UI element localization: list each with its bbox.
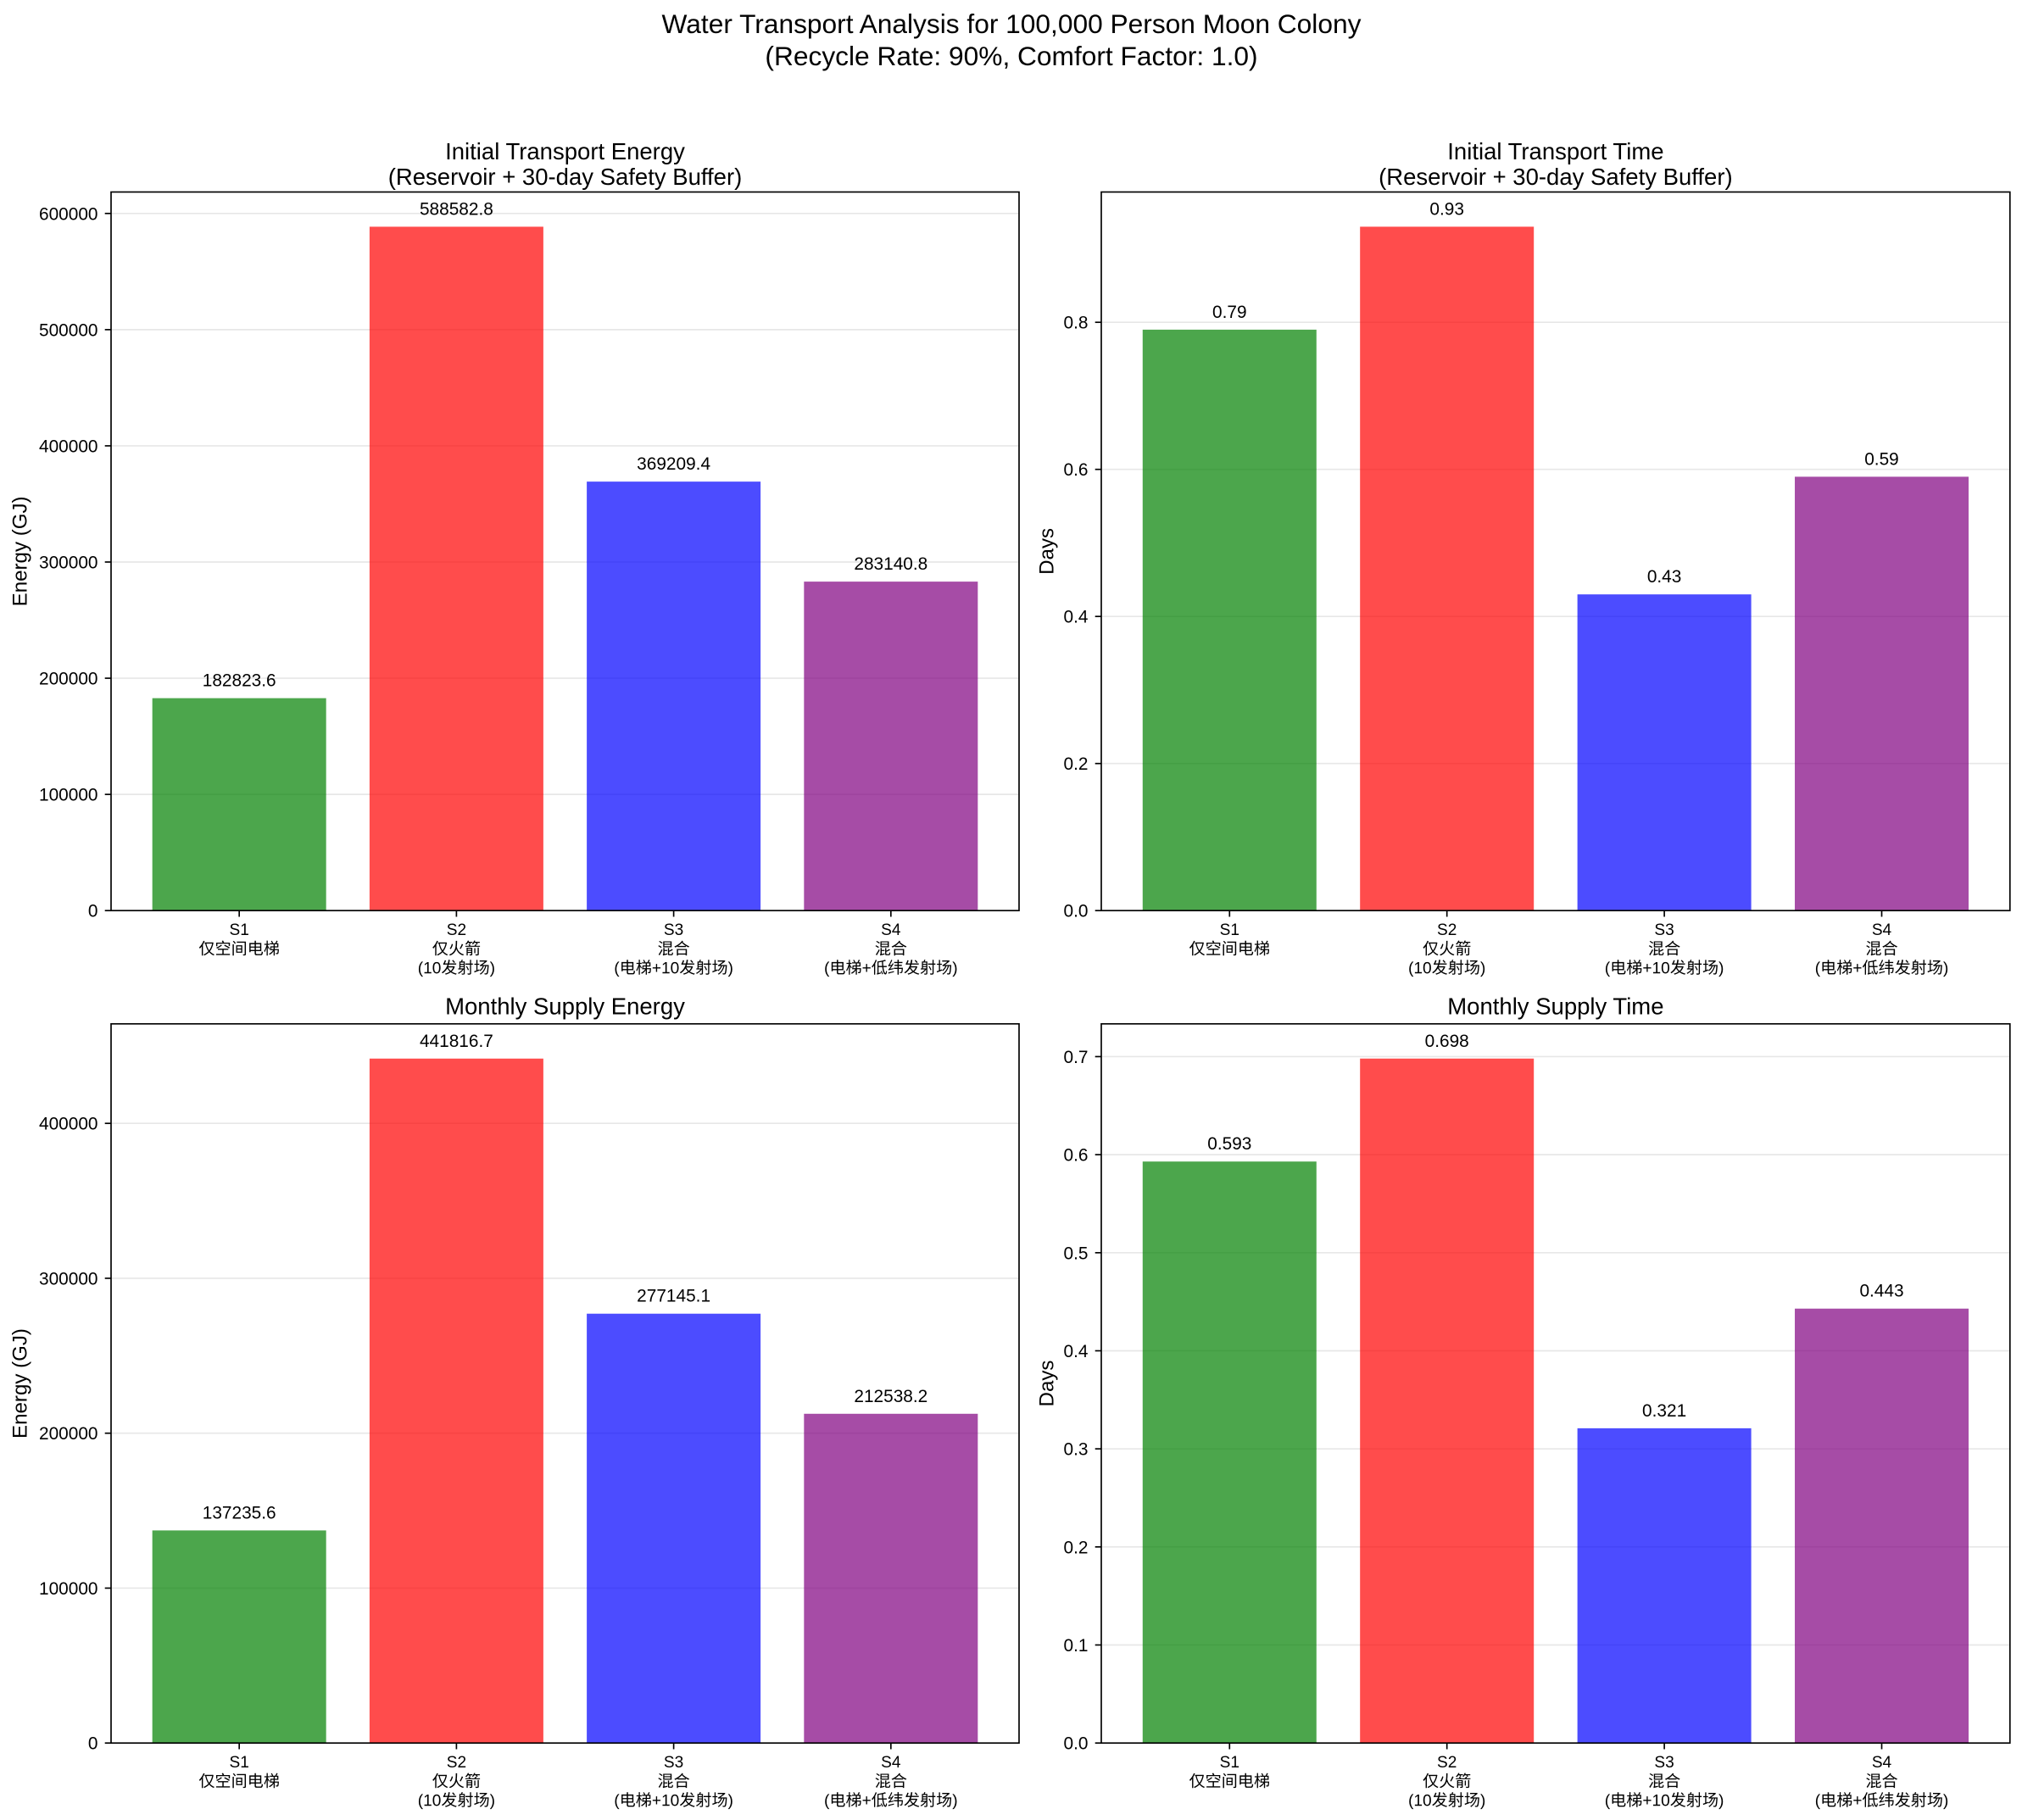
svg-text:(Recycle Rate: 90%, Comfort Fa: (Recycle Rate: 90%, Comfort Factor: 1.0) — [765, 41, 1257, 71]
svg-text:S4: S4 — [1872, 921, 1892, 939]
svg-text:0.698: 0.698 — [1425, 1032, 1469, 1051]
svg-text:S3: S3 — [664, 921, 683, 939]
svg-text:0.5: 0.5 — [1064, 1244, 1089, 1263]
svg-text:Energy (GJ): Energy (GJ) — [8, 1328, 31, 1439]
svg-text:0.4: 0.4 — [1064, 608, 1089, 627]
svg-text:S1: S1 — [1220, 921, 1239, 939]
svg-text:0.93: 0.93 — [1429, 199, 1464, 219]
svg-text:S2: S2 — [1437, 1754, 1457, 1772]
svg-text:Water Transport Analysis for 1: Water Transport Analysis for 100,000 Per… — [662, 8, 1362, 39]
svg-text:(Reservoir + 30-day Safety Buf: (Reservoir + 30-day Safety Buffer) — [1379, 164, 1733, 190]
svg-text:0.2: 0.2 — [1064, 1538, 1089, 1557]
svg-text:300000: 300000 — [39, 554, 98, 573]
svg-text:200000: 200000 — [39, 670, 98, 689]
svg-text:500000: 500000 — [39, 320, 98, 340]
svg-text:S2: S2 — [1437, 921, 1457, 939]
svg-text:0.321: 0.321 — [1642, 1401, 1686, 1421]
svg-text:S4: S4 — [881, 921, 901, 939]
svg-text:Days: Days — [1036, 1361, 1059, 1407]
svg-text:0.593: 0.593 — [1207, 1134, 1251, 1154]
svg-text:400000: 400000 — [39, 1115, 98, 1134]
svg-text:0: 0 — [88, 1734, 98, 1754]
svg-text:Initial Transport Time: Initial Transport Time — [1447, 138, 1663, 164]
svg-text:S3: S3 — [1654, 921, 1674, 939]
svg-text:S4: S4 — [1872, 1754, 1892, 1772]
svg-text:Energy (GJ): Energy (GJ) — [8, 496, 31, 606]
svg-text:588582.8: 588582.8 — [420, 200, 493, 220]
svg-text:0.6: 0.6 — [1064, 460, 1089, 480]
svg-text:S3: S3 — [1654, 1754, 1674, 1772]
svg-text:100000: 100000 — [39, 786, 98, 805]
svg-text:(Reservoir + 30-day Safety Buf: (Reservoir + 30-day Safety Buffer) — [388, 164, 743, 190]
svg-text:0.7: 0.7 — [1064, 1048, 1089, 1067]
svg-text:S1: S1 — [1220, 1754, 1239, 1772]
svg-text:0.1: 0.1 — [1064, 1636, 1089, 1656]
svg-text:283140.8: 283140.8 — [854, 554, 927, 574]
svg-text:S2: S2 — [447, 1754, 466, 1772]
svg-text:0.0: 0.0 — [1064, 1734, 1089, 1754]
svg-text:441816.7: 441816.7 — [420, 1032, 493, 1051]
svg-text:277145.1: 277145.1 — [637, 1287, 710, 1306]
svg-text:Monthly Supply Time: Monthly Supply Time — [1447, 993, 1663, 1020]
svg-text:0.3: 0.3 — [1064, 1440, 1089, 1460]
svg-text:0.8: 0.8 — [1064, 314, 1089, 333]
svg-text:0.2: 0.2 — [1064, 754, 1089, 774]
svg-text:Initial Transport Energy: Initial Transport Energy — [445, 138, 685, 164]
svg-text:0.59: 0.59 — [1864, 449, 1899, 469]
svg-text:Days: Days — [1036, 528, 1059, 575]
svg-text:300000: 300000 — [39, 1269, 98, 1288]
svg-text:0.79: 0.79 — [1212, 303, 1247, 322]
svg-text:100000: 100000 — [39, 1579, 98, 1599]
svg-text:Monthly Supply Energy: Monthly Supply Energy — [445, 993, 685, 1020]
svg-text:0.43: 0.43 — [1647, 567, 1682, 587]
svg-text:400000: 400000 — [39, 437, 98, 456]
svg-text:S1: S1 — [230, 921, 249, 939]
svg-text:0.443: 0.443 — [1859, 1282, 1903, 1301]
svg-text:182823.6: 182823.6 — [203, 671, 276, 691]
svg-text:600000: 600000 — [39, 204, 98, 224]
svg-text:S4: S4 — [881, 1754, 901, 1772]
svg-text:369209.4: 369209.4 — [637, 454, 710, 474]
svg-text:S1: S1 — [230, 1754, 249, 1772]
svg-text:137235.6: 137235.6 — [203, 1503, 276, 1522]
svg-text:S2: S2 — [447, 921, 466, 939]
svg-text:0.0: 0.0 — [1064, 902, 1089, 921]
svg-text:200000: 200000 — [39, 1424, 98, 1444]
svg-text:212538.2: 212538.2 — [854, 1387, 927, 1406]
svg-text:S3: S3 — [664, 1754, 683, 1772]
svg-text:0: 0 — [88, 902, 98, 921]
svg-text:0.4: 0.4 — [1064, 1342, 1089, 1361]
svg-text:0.6: 0.6 — [1064, 1146, 1089, 1166]
